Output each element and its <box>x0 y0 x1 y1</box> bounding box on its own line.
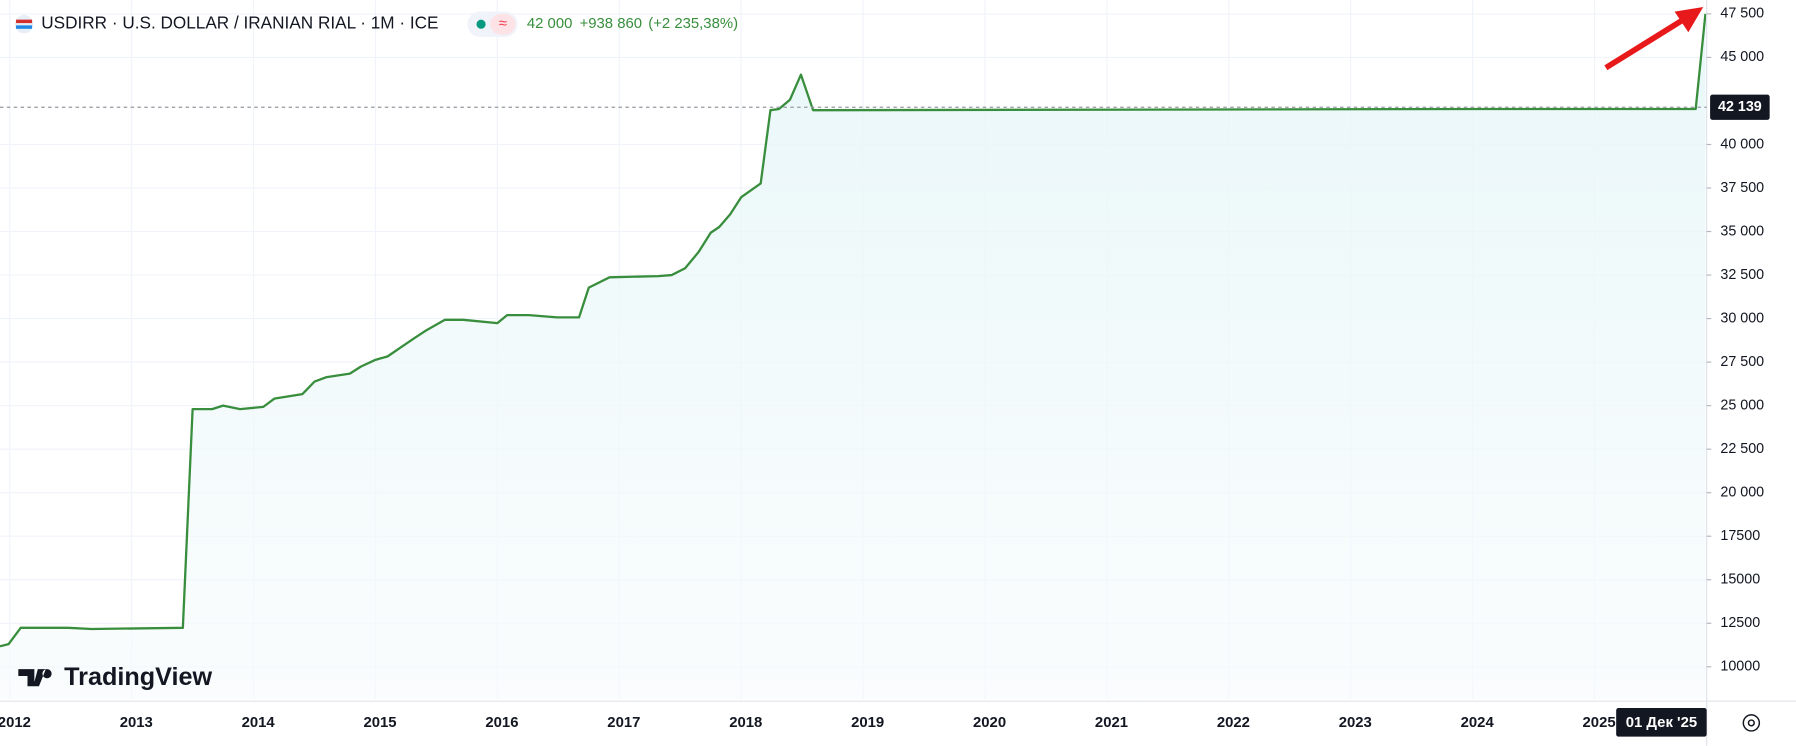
x-tick-label: 2019 <box>851 715 884 731</box>
status-dot <box>476 19 486 29</box>
arrow-head <box>1674 7 1704 33</box>
overlay: 42 139 01 Дек '25 <box>0 94 1770 737</box>
flag-stripe <box>16 19 33 24</box>
x-tick-label: 2021 <box>1095 715 1128 731</box>
current-date-label: 01 Дек '25 <box>1626 715 1697 731</box>
y-tick-label: 35 000 <box>1720 223 1764 239</box>
y-tick-label: 30 000 <box>1720 310 1764 326</box>
x-tick-label: 2022 <box>1217 715 1250 731</box>
symbol-icon <box>14 15 34 34</box>
axes: 10000 12500 15000 17500 20 000 22 500 25 000 27… <box>0 6 1764 731</box>
x-tick-label: 2025 <box>1583 715 1616 731</box>
watermark-text: TradingView <box>64 663 212 691</box>
current-date-box <box>1616 708 1707 737</box>
settings-gear[interactable] <box>1742 714 1761 732</box>
y-tick-label: 20 000 <box>1720 484 1764 500</box>
settings-icon[interactable] <box>1742 714 1761 732</box>
arrow-shaft <box>1604 18 1683 71</box>
y-tick-label: 32 500 <box>1720 267 1764 283</box>
x-tick-label: 2013 <box>120 715 153 731</box>
price-line <box>0 13 1707 648</box>
y-tick-label: 22 500 <box>1720 441 1764 457</box>
y-tick-label: 15000 <box>1720 572 1760 588</box>
y-tick-label: 10000 <box>1720 659 1760 675</box>
x-tick-label: 2024 <box>1461 715 1495 731</box>
y-tick-label: 12500 <box>1720 615 1760 631</box>
watermark: TradingView <box>18 663 212 691</box>
x-tick-label: 2012 <box>0 715 31 731</box>
header: USDIRR · U.S. DOLLAR / IRANIAN RIAL · 1M… <box>14 11 738 37</box>
watermark-logo <box>18 669 52 687</box>
plot-area <box>0 13 1707 699</box>
header-price: 42 000 <box>527 16 573 32</box>
last-price-label: 42 139 <box>1718 99 1762 115</box>
area-fill <box>0 13 1706 699</box>
flag-stripe <box>16 25 33 29</box>
last-price-box <box>1710 94 1770 120</box>
status-badge <box>490 13 516 35</box>
symbol-title: USDIRR · U.S. DOLLAR / IRANIAN RIAL · 1M… <box>41 13 438 33</box>
x-tick-label: 2020 <box>973 715 1006 731</box>
x-tick-label: 2023 <box>1339 715 1372 731</box>
y-tick-label: 40 000 <box>1720 136 1764 152</box>
x-tick-label: 2018 <box>729 715 762 731</box>
x-tick-label: 2016 <box>485 715 518 731</box>
x-tick-label: 2017 <box>607 715 640 731</box>
header-change-pct: (+2 235,38%) <box>648 16 738 32</box>
settings-center[interactable] <box>1747 719 1755 727</box>
x-tick-label: 2014 <box>242 715 276 731</box>
y-tick-label: 45 000 <box>1720 49 1764 65</box>
x-tick-label: 2015 <box>363 715 396 731</box>
y-tick-label: 17500 <box>1720 528 1760 544</box>
status-icon: ≈ <box>499 16 507 32</box>
header-change: +938 860 <box>580 16 642 32</box>
arrow-annotation <box>1604 7 1704 71</box>
y-tick-label: 25 000 <box>1720 397 1764 413</box>
y-tick-label: 37 500 <box>1720 180 1764 196</box>
y-tick-label: 47 500 <box>1720 6 1764 22</box>
y-tick-label: 27 500 <box>1720 354 1764 370</box>
